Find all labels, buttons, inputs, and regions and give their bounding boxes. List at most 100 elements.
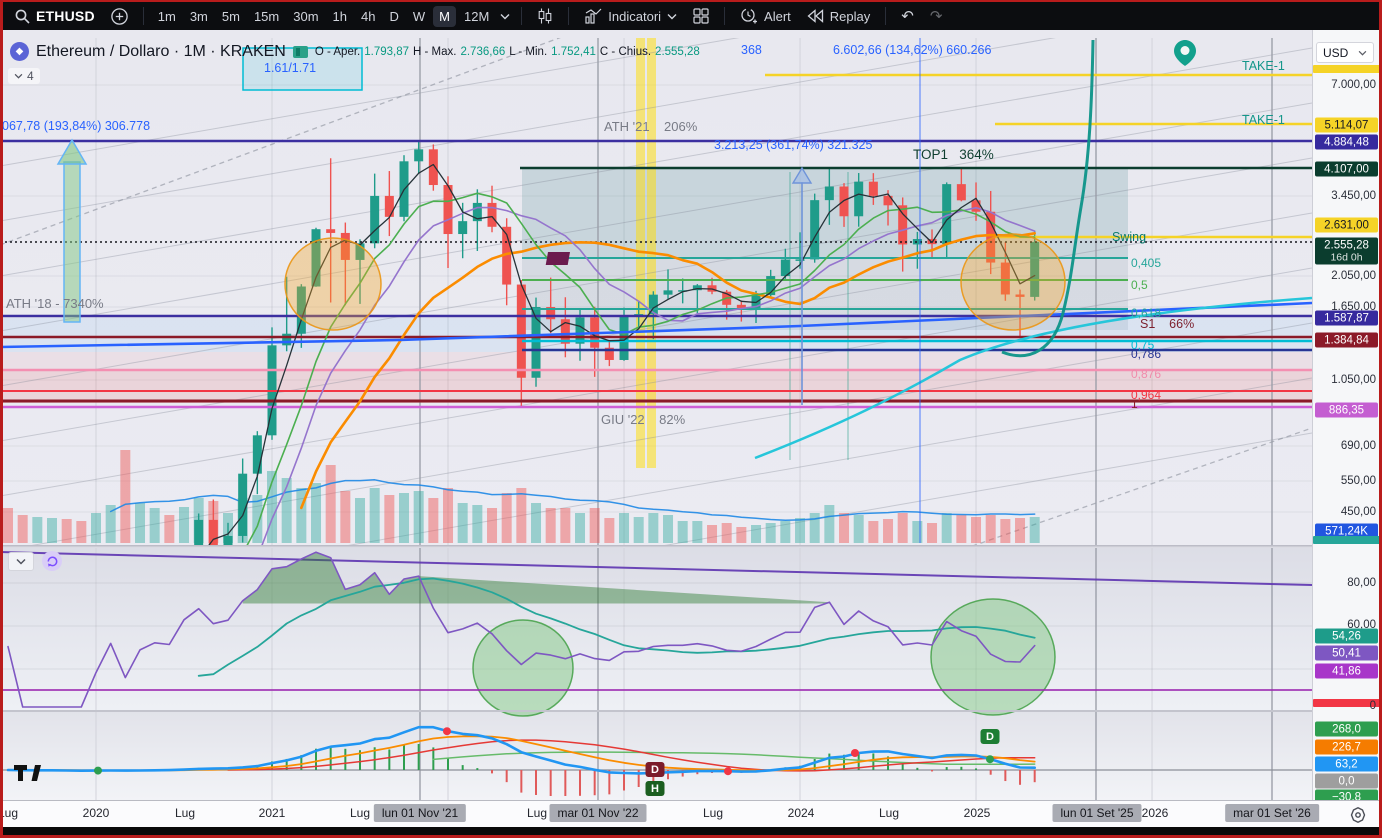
- price-badge: 4.107,00: [1315, 161, 1378, 177]
- time-label: Lug: [349, 806, 371, 820]
- add-symbol-button[interactable]: [104, 5, 135, 28]
- replay-label: Replay: [829, 8, 871, 24]
- currency-dropdown[interactable]: USD: [1316, 42, 1374, 63]
- price-badge: 886,35: [1315, 402, 1378, 418]
- time-label: Lug: [174, 806, 196, 820]
- replay-button[interactable]: Replay: [800, 6, 877, 27]
- price-label: 1.650,00: [1331, 301, 1376, 313]
- refresh-icon[interactable]: [42, 551, 62, 571]
- signal-marker-badge[interactable]: D: [645, 762, 665, 777]
- toolbar-separator: [521, 7, 523, 25]
- signal-marker-badge[interactable]: H: [645, 781, 665, 796]
- time-label: 2025: [963, 806, 991, 820]
- crossover-dot: [851, 749, 859, 757]
- price-badge: 41,86: [1315, 663, 1378, 679]
- ohlc-value: 2.555,28: [655, 45, 700, 58]
- price-badge: 2.555,28 16d 0h: [1315, 237, 1378, 265]
- top-toolbar: ETHUSD 1m 3m 5m 15m 30m 1h 4h D W M 12M: [0, 2, 1382, 30]
- price-label: 0: [1369, 700, 1376, 712]
- price-badge: 1.384,84: [1315, 332, 1378, 348]
- undo-button[interactable]: ↶: [894, 4, 921, 28]
- price-label: 1.050,00: [1331, 374, 1376, 386]
- crossover-dot: [986, 755, 994, 764]
- location-pin-icon: [1174, 40, 1196, 66]
- pane-divider[interactable]: [0, 545, 1382, 548]
- price-label: 7.000,00: [1331, 79, 1376, 91]
- timeframe-15m[interactable]: 15m: [248, 6, 285, 27]
- price-badge: 63,2: [1315, 756, 1378, 772]
- hidden-indicators-count: 4: [27, 69, 34, 83]
- timeframe-12M[interactable]: 12M: [458, 6, 495, 27]
- toolbar-separator: [142, 7, 144, 25]
- legend-collapse-toggle[interactable]: 4: [8, 68, 40, 84]
- alert-button[interactable]: Alert: [733, 4, 798, 28]
- indicators-button[interactable]: Indicatori: [577, 5, 684, 27]
- redo-button[interactable]: ↷: [923, 4, 950, 28]
- price-badge: 50,41: [1315, 645, 1378, 661]
- screen-border: [0, 0, 1382, 2]
- timeframe-30m[interactable]: 30m: [287, 6, 324, 27]
- ohlc-values: O - Aper. 1.793,87 H - Max. 2.736,66 L - Min…: [315, 46, 700, 58]
- up-arrow-drawing: [56, 138, 88, 165]
- grid-layout-icon: [693, 8, 709, 24]
- time-label: Lug: [878, 806, 900, 820]
- clipped-price-badge: [1313, 65, 1380, 73]
- bar-countdown: 16d 0h: [1330, 251, 1363, 263]
- timeframe-expand-button[interactable]: [497, 10, 513, 23]
- currency-label: USD: [1323, 45, 1349, 60]
- time-label: 2026: [1141, 806, 1169, 820]
- settings-gear-icon[interactable]: [1342, 804, 1366, 826]
- crossover-dot: [724, 767, 732, 776]
- timeframe-5m[interactable]: 5m: [216, 6, 246, 27]
- projection-curve: [1001, 39, 1095, 358]
- alert-label: Alert: [764, 8, 791, 24]
- highlight-circle: [284, 237, 382, 331]
- time-label: Lug: [526, 806, 548, 820]
- symbol-search-button[interactable]: ETHUSD: [8, 5, 102, 27]
- bottom-black-strip: [0, 827, 1382, 835]
- highlight-circle: [930, 598, 1056, 716]
- chevron-down-icon: [500, 13, 510, 19]
- timeframe-4h[interactable]: 4h: [355, 6, 381, 27]
- symbol-legend[interactable]: ◆ Ethereum / Dollaro · 1M · KRAKEN O - A…: [10, 42, 700, 61]
- search-icon: [15, 9, 30, 24]
- screen-border: [0, 0, 3, 838]
- clipped-price-badge: [1313, 699, 1380, 707]
- ohlc-value: 2.736,66: [460, 45, 506, 58]
- ohlc-label: H - Max.: [413, 45, 457, 58]
- price-badge: 54,26: [1315, 628, 1378, 644]
- timeframe-1h[interactable]: 1h: [327, 6, 353, 27]
- price-label: 690,00: [1340, 440, 1376, 452]
- timeframe-M[interactable]: M: [433, 5, 456, 27]
- up-arrow-drawing: [791, 166, 813, 184]
- tradingview-logo[interactable]: [14, 763, 42, 788]
- candle-marker-icon: [292, 45, 308, 58]
- pane-collapse-button[interactable]: [8, 551, 34, 571]
- layout-grid-button[interactable]: [686, 5, 716, 27]
- signal-marker-badge[interactable]: D: [980, 729, 1000, 744]
- drawing-date-badge: lun 01 Set '25: [1052, 804, 1142, 822]
- toolbar-separator: [885, 7, 887, 25]
- price-scale[interactable]: USD 7.000,00 5.114,07 4.884,48 4.107,00 3.45…: [1312, 30, 1380, 805]
- toolbar-separator: [568, 7, 570, 25]
- price-label: 450,00: [1340, 506, 1376, 518]
- replay-icon: [807, 9, 823, 23]
- pane-divider[interactable]: [0, 710, 1382, 712]
- indicators-label: Indicatori: [608, 8, 662, 24]
- timeframe-D[interactable]: D: [383, 6, 404, 27]
- timeframe-3m[interactable]: 3m: [184, 6, 214, 27]
- chevron-down-icon: [16, 558, 26, 565]
- oscillator-pane-background: [0, 548, 1312, 710]
- symbol-label: ETHUSD: [36, 8, 95, 24]
- timeframe-W[interactable]: W: [407, 6, 431, 27]
- time-label: 2021: [258, 806, 286, 820]
- flag-drawing: [545, 252, 570, 265]
- price-badge: 4.884,48: [1315, 134, 1378, 150]
- timeframe-1m[interactable]: 1m: [152, 6, 182, 27]
- chevron-down-icon: [1358, 50, 1367, 56]
- chart-type-button[interactable]: [530, 5, 560, 27]
- price-badge: 1.587,87: [1315, 310, 1378, 326]
